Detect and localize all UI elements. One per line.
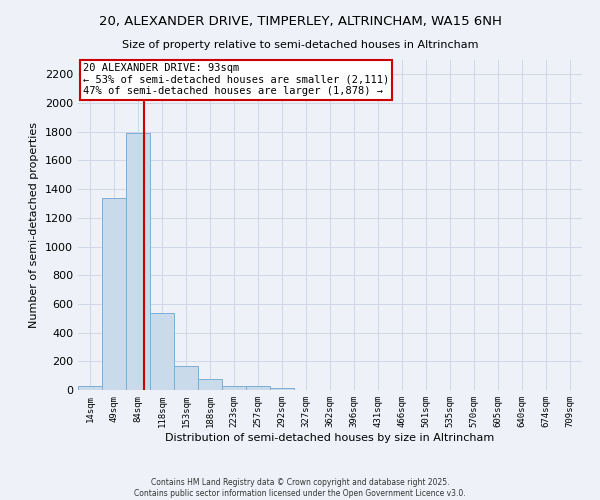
Bar	[126, 133, 150, 390]
Text: Contains HM Land Registry data © Crown copyright and database right 2025.
Contai: Contains HM Land Registry data © Crown c…	[134, 478, 466, 498]
Text: 20, ALEXANDER DRIVE, TIMPERLEY, ALTRINCHAM, WA15 6NH: 20, ALEXANDER DRIVE, TIMPERLEY, ALTRINCH…	[98, 15, 502, 28]
X-axis label: Distribution of semi-detached houses by size in Altrincham: Distribution of semi-detached houses by …	[166, 432, 494, 442]
Bar	[246, 386, 270, 390]
Bar	[174, 366, 198, 390]
Bar	[222, 386, 246, 390]
Text: Size of property relative to semi-detached houses in Altrincham: Size of property relative to semi-detach…	[122, 40, 478, 50]
Bar	[270, 388, 294, 390]
Bar	[102, 198, 126, 390]
Text: 20 ALEXANDER DRIVE: 93sqm
← 53% of semi-detached houses are smaller (2,111)
47% : 20 ALEXANDER DRIVE: 93sqm ← 53% of semi-…	[83, 64, 389, 96]
Bar	[198, 378, 222, 390]
Bar	[150, 312, 174, 390]
Y-axis label: Number of semi-detached properties: Number of semi-detached properties	[29, 122, 40, 328]
Bar	[78, 386, 102, 390]
